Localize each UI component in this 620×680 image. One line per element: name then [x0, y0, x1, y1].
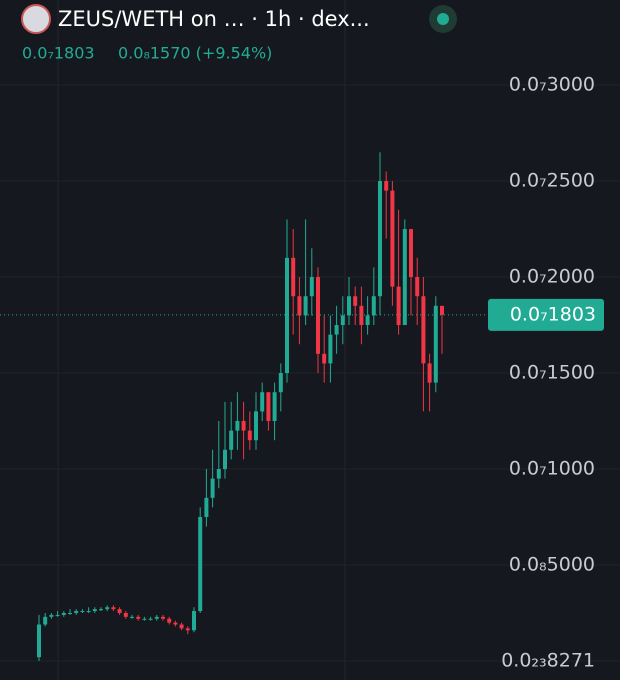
- candle-body: [235, 421, 240, 431]
- candle-body: [409, 229, 413, 278]
- y-tick-label: 0.0₂₃8271: [501, 649, 595, 671]
- candle-body: [303, 296, 308, 316]
- candle-body: [68, 612, 72, 614]
- candle-body: [421, 296, 426, 364]
- candle-body: [241, 421, 246, 431]
- candle-body: [272, 392, 277, 422]
- candle-body: [223, 449, 227, 470]
- y-tick-label: 0.0₈5000: [509, 554, 595, 576]
- candle-body: [61, 612, 66, 615]
- candle-body: [74, 611, 79, 613]
- candle-body: [86, 611, 91, 613]
- y-tick-label: 0.0₇3000: [509, 74, 595, 96]
- y-tick-label: 0.0₇1000: [509, 458, 595, 480]
- candle-body: [216, 469, 221, 479]
- candle-body: [154, 616, 159, 619]
- candle-body: [433, 305, 438, 383]
- candle-body: [297, 296, 302, 316]
- candle-body: [136, 616, 141, 619]
- last-price-box: [488, 298, 604, 331]
- candle-body: [390, 190, 395, 287]
- candle-body: [142, 618, 147, 620]
- candle-body: [179, 624, 184, 629]
- plot-area: [0, 84, 620, 662]
- candle-body: [210, 478, 215, 498]
- legend-close: 0.0₇1803: [22, 44, 95, 63]
- candle-body: [402, 229, 407, 326]
- candle-body: [229, 430, 234, 450]
- candle-body: [204, 497, 209, 518]
- candle-body: [49, 614, 54, 617]
- candle-body: [322, 353, 327, 364]
- candle-body: [260, 392, 265, 412]
- status-dot: [437, 13, 449, 25]
- candle-body: [285, 257, 289, 374]
- y-tick-label: 0.0₇1500: [509, 362, 595, 384]
- candle-body: [43, 616, 48, 625]
- chart-title: ZEUS/WETH on … · 1h · dex...: [58, 7, 370, 31]
- token-icon: [21, 4, 51, 34]
- candle-body: [359, 305, 364, 326]
- candle-body: [148, 618, 153, 620]
- candle-body: [55, 614, 60, 616]
- candle-body: [266, 392, 271, 422]
- candle-body: [365, 315, 370, 326]
- candle-body: [334, 325, 339, 335]
- candle-body: [278, 373, 283, 393]
- candle-body: [192, 611, 196, 631]
- candle-body: [353, 296, 358, 306]
- legend-change: 0.0₈1570 (+9.54%): [118, 44, 272, 63]
- candle-body: [111, 607, 116, 610]
- candle-body: [254, 411, 258, 441]
- last-price-label: 0.0₇1803: [510, 303, 596, 325]
- candle-body: [167, 618, 172, 623]
- candle-body: [396, 286, 401, 326]
- candle-body: [440, 305, 444, 315]
- candle-body: [161, 616, 165, 619]
- candle-body: [99, 609, 103, 611]
- candle-body: [185, 628, 190, 631]
- y-tick-label: 0.0₇2500: [509, 170, 595, 192]
- candle-body: [427, 363, 432, 383]
- candle-body: [105, 607, 110, 610]
- candle-body: [371, 296, 376, 316]
- candle-body: [123, 612, 128, 617]
- candle-body: [80, 611, 85, 613]
- candle-body: [347, 296, 351, 316]
- candle-body: [37, 624, 41, 658]
- candle-body: [117, 609, 122, 613]
- candle-body: [340, 315, 345, 326]
- candle-body: [92, 609, 97, 612]
- candle-body: [309, 277, 314, 297]
- candle-body: [378, 181, 382, 297]
- candle-body: [316, 277, 320, 354]
- candle-body: [291, 257, 296, 297]
- candle-body: [173, 622, 178, 625]
- candle-body: [384, 181, 389, 191]
- candle-body: [130, 616, 134, 618]
- candle-body: [328, 334, 333, 364]
- candle-body: [198, 517, 203, 612]
- candle-body: [415, 277, 420, 297]
- candle-body: [247, 430, 252, 441]
- y-tick-label: 0.0₇2000: [509, 266, 595, 288]
